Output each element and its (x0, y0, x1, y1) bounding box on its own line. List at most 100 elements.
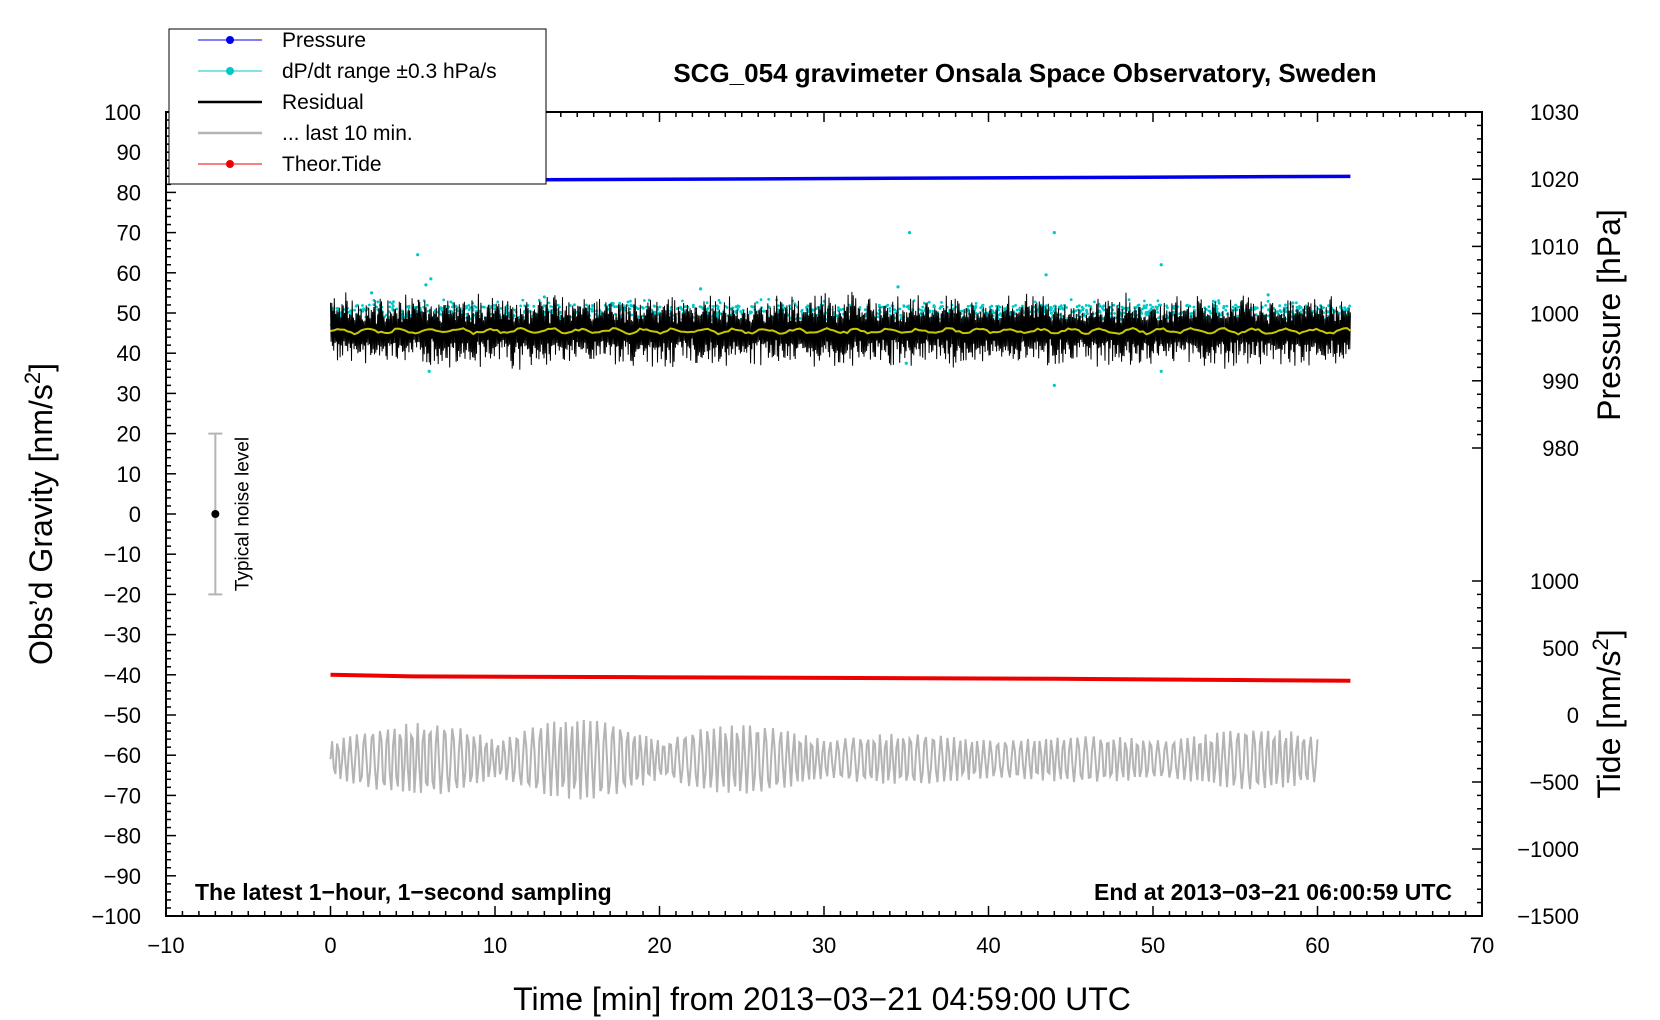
dpdt-point (1156, 311, 1159, 314)
dpdt-outlier (907, 231, 912, 235)
y-left-tick-label: −60 (104, 743, 141, 768)
dpdt-point (878, 303, 881, 307)
dpdt-point (361, 304, 364, 307)
legend-label: Pressure (282, 29, 366, 52)
y-left-tick-label: 30 (117, 381, 141, 406)
x-tick-labels: −10 0 10 20 30 40 50 60 70 (147, 933, 1494, 958)
dpdt-point (716, 307, 720, 311)
dpdt-point (569, 304, 572, 307)
dpdt-point (717, 298, 721, 302)
dpdt-point (1185, 304, 1188, 308)
dpdt-point (1093, 300, 1096, 304)
dpdt-outlier (699, 287, 703, 291)
dpdt-point (388, 300, 392, 304)
dpdt-point (899, 314, 903, 317)
y-left-tick-label: 60 (117, 261, 141, 286)
dpdt-point (372, 303, 376, 307)
dpdt-point (1348, 304, 1352, 308)
dpdt-point (927, 300, 931, 304)
dpdt-outlier (1052, 383, 1056, 387)
dpdt-point (353, 308, 356, 312)
dpdt-point (1222, 306, 1225, 310)
dpdt-point (880, 305, 884, 309)
y-left-tick-label: 80 (117, 180, 141, 205)
dpdt-point (1236, 314, 1240, 318)
dpdt-point (1122, 311, 1126, 315)
dpdt-point (902, 304, 906, 307)
dpdt-point (992, 311, 996, 315)
dpdt-point (361, 309, 365, 313)
running-mean-series (330, 326, 1352, 336)
dpdt-point (1112, 303, 1116, 307)
x-tick-label: −10 (147, 933, 184, 958)
series-layer (329, 174, 1352, 800)
dpdt-point (907, 307, 911, 311)
dpdt-point (442, 298, 446, 302)
x-axis-title: Time [min] from 2013−03−21 04:59:00 UTC (513, 981, 1131, 1017)
dpdt-point (467, 304, 471, 307)
dpdt-point (683, 305, 687, 308)
dpdt-point (1207, 309, 1211, 313)
dpdt-point (1266, 314, 1270, 318)
annotation-sampling: The latest 1−hour, 1−second sampling (195, 879, 612, 905)
dpdt-point (521, 298, 525, 302)
dpdt-point (725, 306, 729, 309)
chart-title: SCG_054 gravimeter Onsala Space Observat… (673, 58, 1376, 88)
dpdt-point (777, 304, 780, 308)
dpdt-outlier (1159, 369, 1163, 373)
dpdt-point (464, 304, 468, 308)
dpdt-point (1219, 313, 1223, 317)
dpdt-point (612, 302, 615, 305)
dpdt-point (512, 314, 516, 318)
x-tick-label: 60 (1305, 933, 1329, 958)
y-left-tick-label: 70 (117, 221, 141, 246)
dpdt-point (922, 301, 926, 305)
y-left-tick-label: 50 (117, 301, 141, 326)
annotation-end-time: End at 2013−03−21 06:00:59 UTC (1094, 879, 1452, 905)
dpdt-point (653, 310, 657, 314)
dpdt-point (1224, 308, 1228, 312)
dpdt-point (645, 305, 648, 309)
legend-label: dP/dt range ±0.3 hPa/s (282, 60, 497, 83)
dpdt-point (1084, 304, 1088, 307)
dpdt-point (1279, 310, 1283, 314)
dpdt-point (886, 303, 890, 307)
dpdt-point (1065, 306, 1068, 309)
dpdt-point (1207, 305, 1211, 309)
dpdt-point (1284, 303, 1287, 307)
dpdt-point (1077, 304, 1081, 307)
x-tick-label: 30 (812, 933, 836, 958)
dpdt-outlier (1266, 293, 1270, 297)
dpdt-point (698, 305, 702, 308)
dpdt-point (1011, 305, 1015, 308)
dpdt-point (898, 307, 902, 311)
dpdt-point (736, 304, 740, 308)
dpdt-point (1126, 306, 1130, 310)
dpdt-outlier (904, 361, 908, 365)
dpdt-point (383, 315, 387, 318)
dpdt-point (1151, 305, 1154, 309)
pressure-tick-labels: 1030 1020 1010 1000 990 980 (1530, 100, 1579, 461)
y-axis-title-tide-main: Tide [nm/s (1591, 650, 1627, 798)
dpdt-point (390, 302, 394, 306)
x-tick-label: 0 (324, 933, 336, 958)
dpdt-point (759, 298, 763, 301)
tide-tick-label: −500 (1529, 770, 1579, 795)
dpdt-point (1003, 307, 1006, 310)
dpdt-outlier (896, 285, 900, 289)
dpdt-point (1136, 304, 1140, 307)
y-left-tick-label: −70 (104, 783, 141, 808)
dpdt-outlier (370, 291, 374, 295)
dpdt-point (739, 310, 743, 313)
dpdt-point (1188, 304, 1192, 308)
dpdt-outlier (427, 369, 431, 373)
dpdt-point (1234, 303, 1237, 307)
dpdt-point (636, 307, 640, 311)
dpdt-point (921, 305, 925, 309)
dpdt-point (706, 307, 710, 310)
dpdt-point (1014, 304, 1017, 307)
pressure-tick-label: 1030 (1530, 100, 1579, 125)
y-left-tick-label: −40 (104, 663, 141, 688)
dpdt-point (1215, 307, 1219, 311)
